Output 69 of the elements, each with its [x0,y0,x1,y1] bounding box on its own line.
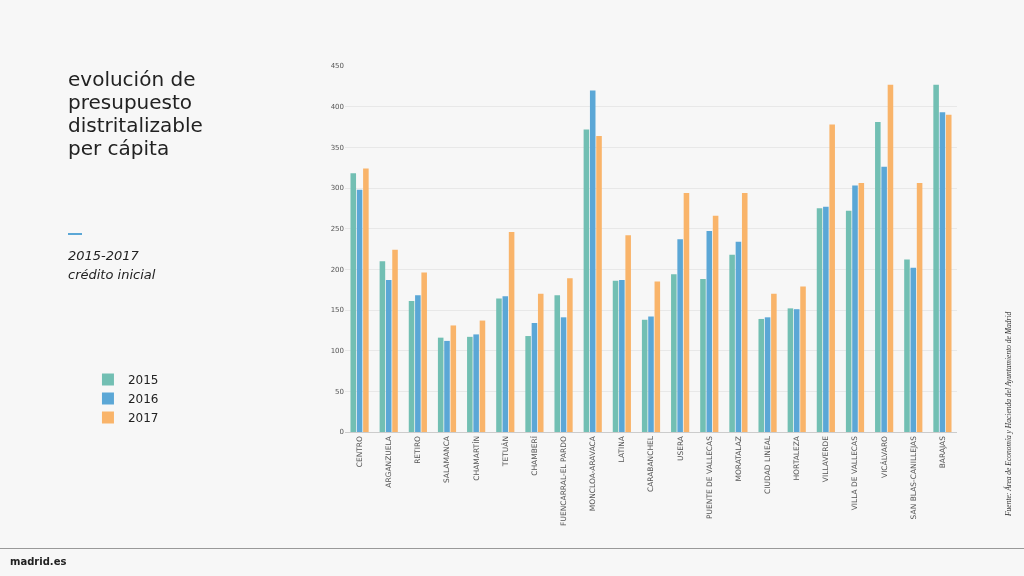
bar [583,129,590,432]
bar [619,279,625,432]
bar [554,295,561,432]
bar [787,308,794,432]
bar [706,231,713,432]
bar [758,318,765,432]
bar [421,272,427,432]
bar [596,135,602,432]
bar [764,317,771,432]
bar [875,122,881,432]
legend-label: 2016 [127,392,159,407]
bar [933,84,939,432]
bar [567,278,573,432]
bar [729,254,735,432]
legend-label: 2015 [127,373,159,388]
bar [858,183,865,432]
bar [852,185,858,432]
legend-label: 2017 [127,411,159,426]
bar [379,261,386,432]
bar [816,208,823,432]
bar [741,192,748,432]
bar [648,316,654,432]
bar [625,235,631,432]
bar [845,210,852,432]
bar [671,274,677,432]
bar [408,301,415,432]
bar [444,340,450,432]
bar [612,280,619,432]
bar [700,279,706,432]
bar [939,112,946,432]
bar [356,189,363,432]
bar [904,259,910,432]
bar [502,296,509,432]
bar [910,267,917,432]
bar [677,239,683,432]
bar [508,231,515,432]
bar [641,319,648,432]
bar [887,84,894,432]
bar [531,323,538,432]
bar [479,320,486,432]
text: madrid.es [10,556,67,567]
bar [793,309,800,432]
bar [829,124,835,432]
text: evolución de presupuesto distritalizable per cápita [68,67,204,160]
bar [525,336,531,432]
bar [945,114,952,432]
text: 2015-2017 crédito inicial [68,247,157,284]
bar [437,337,444,432]
bar [392,249,398,432]
bar [916,183,923,432]
bar [363,168,369,432]
bar [473,334,479,432]
bar [537,293,544,432]
bar [450,325,457,432]
bar [467,336,473,432]
bar [415,295,421,432]
bar [560,317,567,432]
bar [771,293,777,432]
bar [496,298,502,432]
bar [589,90,596,432]
bar [350,173,357,432]
bar [683,192,690,432]
bar [881,166,887,432]
bar [800,286,806,432]
bar [823,206,829,432]
bar [385,279,392,432]
bar [654,281,661,432]
bar [735,241,742,432]
bar [712,215,719,432]
